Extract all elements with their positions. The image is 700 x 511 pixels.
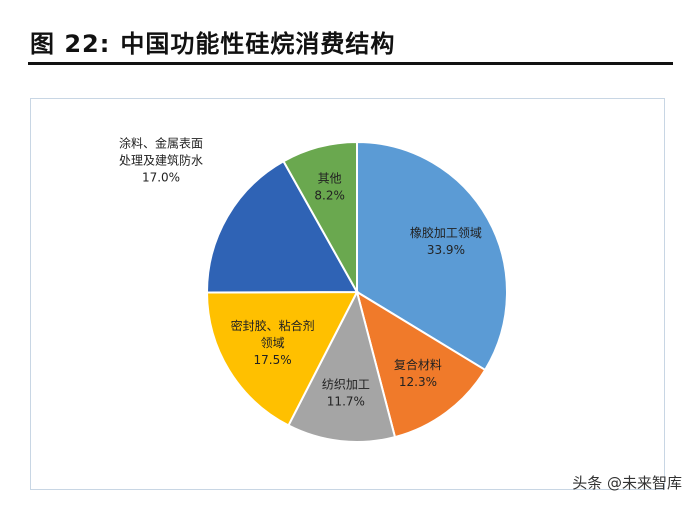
slice-category-label: 纺织加工 <box>322 377 370 391</box>
watermark: 头条 @未来智库 <box>572 472 682 493</box>
figure-number: 图 22: <box>30 30 111 58</box>
pie-slice <box>206 159 359 294</box>
slice-category-label: 涂料、金属表面 <box>119 136 203 151</box>
pie-slice <box>355 289 487 439</box>
figure-title: 图 22: 中国功能性硅烷消费结构 <box>30 24 395 59</box>
slice-category-label: 复合材料 <box>394 357 442 372</box>
slice-value-label: 11.7% <box>327 394 365 408</box>
title-divider <box>28 62 673 65</box>
slice-value-label: 17.5% <box>254 353 292 367</box>
figure-title-text: 中国功能性硅烷消费结构 <box>120 30 396 58</box>
slice-category-label: 橡胶加工领域 <box>410 225 482 240</box>
chart-frame: 橡胶加工领域 33.9% 复合材料 12.3% 纺织加工 11.7% 密封胶、粘合剂 领域 17… <box>30 98 665 490</box>
watermark-text: 头条 @未来智库 <box>572 474 682 492</box>
slice-value-label: 12.3% <box>399 375 437 389</box>
pie-slices <box>205 140 508 443</box>
slice-category-label: 密封胶、粘合剂 <box>231 318 315 333</box>
slice-category-label: 处理及建筑防水 <box>119 153 203 168</box>
pie-slice <box>205 290 359 427</box>
slice-category-label: 领域 <box>261 336 285 350</box>
pie-slice <box>282 140 358 296</box>
slice-value-label: 8.2% <box>314 189 345 203</box>
slice-category-label: 其他 <box>318 172 342 186</box>
slice-value-label: 17.0% <box>142 171 180 185</box>
slice-value-label: 33.9% <box>427 243 465 257</box>
pie-slice <box>356 140 508 372</box>
pie-slice <box>287 289 397 443</box>
